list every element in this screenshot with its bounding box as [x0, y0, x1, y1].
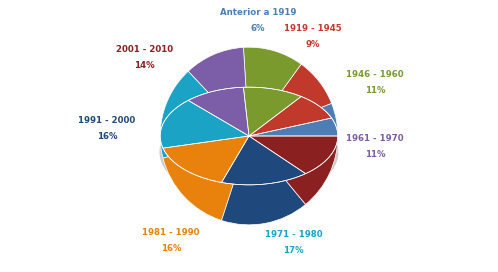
Text: 16%: 16% [160, 244, 181, 253]
Text: 1981 - 1990: 1981 - 1990 [142, 228, 200, 237]
Wedge shape [160, 71, 249, 158]
Text: 1946 - 1960: 1946 - 1960 [346, 70, 404, 79]
Text: 17%: 17% [283, 246, 304, 255]
Polygon shape [244, 87, 301, 136]
Polygon shape [249, 97, 332, 136]
Polygon shape [249, 118, 338, 136]
Text: 9%: 9% [306, 40, 320, 49]
Wedge shape [188, 47, 249, 136]
Text: 1971 - 1980: 1971 - 1980 [264, 230, 322, 239]
Text: Anterior a 1919: Anterior a 1919 [220, 8, 296, 17]
Wedge shape [244, 47, 301, 136]
Text: 1991 - 2000: 1991 - 2000 [78, 116, 135, 125]
Polygon shape [160, 100, 249, 148]
Text: 1961 - 1970: 1961 - 1970 [346, 134, 404, 143]
Text: 14%: 14% [134, 61, 154, 70]
Ellipse shape [160, 103, 338, 201]
Wedge shape [222, 136, 306, 225]
Wedge shape [163, 136, 249, 221]
Polygon shape [249, 136, 338, 174]
Polygon shape [163, 136, 249, 183]
Polygon shape [188, 87, 249, 136]
Text: 11%: 11% [365, 150, 385, 159]
Wedge shape [249, 136, 338, 205]
Text: 1919 - 1945: 1919 - 1945 [284, 24, 342, 33]
Polygon shape [222, 136, 306, 185]
Wedge shape [249, 103, 338, 136]
Text: 6%: 6% [250, 24, 265, 33]
Wedge shape [249, 64, 332, 136]
Text: 2001 - 2010: 2001 - 2010 [116, 45, 173, 54]
Text: 16%: 16% [97, 132, 117, 141]
Text: 11%: 11% [365, 86, 385, 95]
